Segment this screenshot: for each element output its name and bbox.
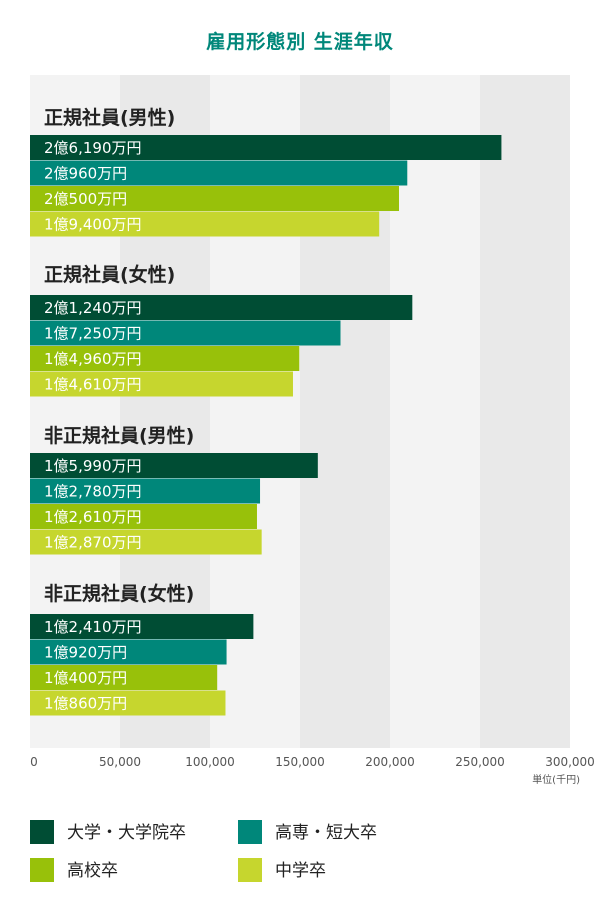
grid-band xyxy=(480,75,570,748)
bar xyxy=(30,453,318,478)
group-label: 非正規社員(女性) xyxy=(44,582,194,605)
bar xyxy=(30,295,413,320)
bar-value-label: 1億860万円 xyxy=(44,695,127,713)
x-tick-label: 50,000 xyxy=(99,755,141,769)
bar xyxy=(30,614,254,639)
bar-value-label: 1億920万円 xyxy=(44,644,127,662)
bar-value-label: 2億500万円 xyxy=(44,190,127,208)
unit-label: 単位(千円) xyxy=(532,773,580,786)
x-tick-label: 300,000 xyxy=(545,755,595,769)
bar-groups: 正規社員(男性) 2億6,190万円 2億960万円 2億500万円 1億9,400万円… xyxy=(30,106,502,716)
bar xyxy=(30,639,227,665)
bar-value-label: 1億2,780万円 xyxy=(44,483,142,501)
bar xyxy=(30,160,408,186)
bar xyxy=(30,665,218,690)
bar xyxy=(30,529,262,555)
chart-title: 雇用形態別 生涯年収 xyxy=(206,30,394,53)
bar-group: 非正規社員(女性) 1億2,410万円 1億920万円 1億400万円 1億860万円 xyxy=(30,582,254,716)
x-tick-label: 250,000 xyxy=(455,755,505,769)
bar xyxy=(30,504,257,529)
x-tick-label: 0 xyxy=(30,755,38,769)
legend-swatch xyxy=(238,858,262,882)
bar-value-label: 1億2,410万円 xyxy=(44,618,142,636)
legend-swatch xyxy=(30,820,54,844)
bar xyxy=(30,186,399,211)
bar xyxy=(30,690,226,716)
legend-swatch xyxy=(30,858,54,882)
bar-group: 正規社員(男性) 2億6,190万円 2億960万円 2億500万円 1億9,400万円 xyxy=(30,106,502,237)
legend-label: 中学卒 xyxy=(275,861,326,881)
bar xyxy=(30,478,261,504)
bar-value-label: 2億6,190万円 xyxy=(44,139,142,157)
legend-label: 高専・短大卒 xyxy=(275,823,377,843)
bar-group: 正規社員(女性) 2億1,240万円 1億7,250万円 1億4,960万円 1億4,6… xyxy=(30,263,413,397)
legend-swatch xyxy=(238,820,262,844)
bar-value-label: 1億4,610万円 xyxy=(44,376,142,394)
bar-value-label: 1億2,870万円 xyxy=(44,534,142,552)
bar-value-label: 1億4,960万円 xyxy=(44,350,142,368)
x-tick-label: 200,000 xyxy=(365,755,415,769)
bar-value-label: 1億7,250万円 xyxy=(44,325,142,343)
bar-value-label: 2億960万円 xyxy=(44,165,127,183)
x-tick-label: 100,000 xyxy=(185,755,235,769)
bar-value-label: 1億9,400万円 xyxy=(44,216,142,234)
x-axis: 0 50,000 100,000 150,000 200,000 250,000 300,0… xyxy=(30,755,595,769)
grid-band xyxy=(390,75,480,748)
legend-label: 高校卒 xyxy=(67,861,118,881)
group-label: 正規社員(女性) xyxy=(44,263,175,286)
bar xyxy=(30,346,300,371)
bar-value-label: 1億2,610万円 xyxy=(44,508,142,526)
bar xyxy=(30,135,502,160)
group-label: 非正規社員(男性) xyxy=(44,424,194,447)
bar-group: 非正規社員(男性) 1億5,990万円 1億2,780万円 1億2,610万円 1億2,… xyxy=(30,424,318,555)
legend-label: 大学・大学院卒 xyxy=(67,823,186,843)
bar-value-label: 2億1,240万円 xyxy=(44,299,142,317)
x-tick-label: 150,000 xyxy=(275,755,325,769)
bar-value-label: 1億400万円 xyxy=(44,669,127,687)
bar xyxy=(30,320,341,346)
bar xyxy=(30,371,293,397)
bar-value-label: 1億5,990万円 xyxy=(44,457,142,475)
bar xyxy=(30,211,380,237)
group-label: 正規社員(男性) xyxy=(44,106,175,129)
